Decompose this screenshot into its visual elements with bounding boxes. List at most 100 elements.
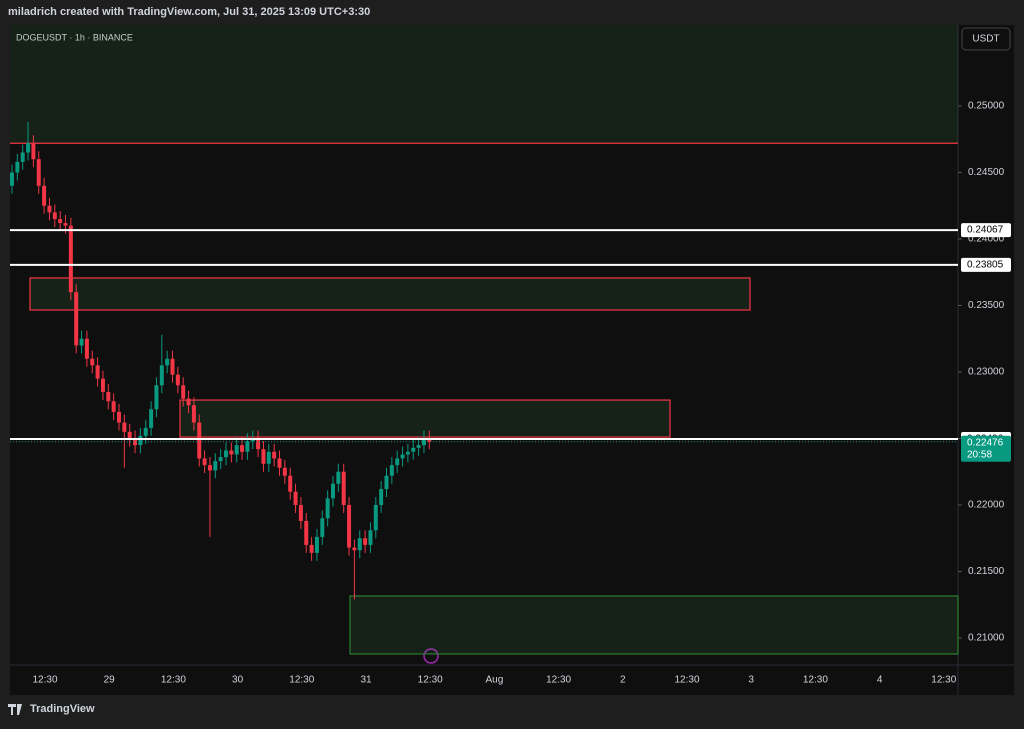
currency[interactable]: USDT [972,34,999,45]
candle-body [357,538,362,551]
candle-body [31,143,36,160]
candle-body [191,405,196,423]
candle-body [47,205,52,213]
candle-body [149,409,154,428]
x-tick-label: 12:30 [32,675,57,686]
candle-body [347,505,352,548]
candle-body [133,438,138,446]
x-tick-label: 12:30 [546,675,571,686]
candle-body [68,225,73,293]
candle-body [261,449,266,464]
candle-body [100,378,105,392]
time-axis [10,665,958,695]
candle-body [282,467,287,476]
candle-body [379,489,384,505]
candle-body [111,401,116,412]
x-tick-label: Aug [486,675,504,686]
x-tick-label: 31 [360,675,372,686]
candle-body [58,219,63,224]
x-tick-label: 12:30 [931,675,956,686]
x-tick-label: 12:30 [161,675,186,686]
candle-body [411,447,416,452]
candle-body [256,438,261,450]
candle-body [197,422,202,459]
candle-body [143,427,148,436]
y-tick-label: 0.24000 [968,234,1005,245]
brand: TradingView [30,703,95,715]
x-tick-label: 12:30 [289,675,314,686]
candle-body [298,505,303,521]
candle-body [159,365,164,386]
candle-body [331,483,335,499]
candle-body [368,530,373,545]
caption: miladrich created with TradingView.com, … [8,6,370,18]
candle-body [416,445,421,448]
candle-body [266,451,271,464]
candle-body [341,471,346,505]
candle-body [384,475,389,490]
candle-body [213,461,218,471]
candle-body [175,374,180,386]
last-price-tag [961,435,1011,462]
candle-body [138,435,143,446]
candle-body [427,438,432,442]
candle-body [245,441,250,452]
candle-body [309,544,314,553]
zone [10,25,958,144]
candle-body [320,518,325,537]
level-label: 0.23805 [967,260,1004,271]
candle-body [106,391,111,402]
candle-body [20,152,25,162]
candle-body [63,223,68,226]
x-tick-label: 12:30 [803,675,828,686]
currency-button[interactable] [961,27,1011,51]
plot-area [10,25,958,665]
level-tag [961,257,1011,272]
x-tick-label: 3 [748,675,754,686]
candle-body [389,465,394,476]
x-tick-label: 30 [232,675,244,686]
candle-body [207,465,212,471]
level-tag [961,223,1011,238]
candle-body [277,458,282,468]
candle-body [42,185,47,206]
zone [29,277,751,311]
y-tick-label: 0.23000 [968,367,1005,378]
countdown: 20:58 [967,449,992,460]
zone [349,595,959,655]
candle-body [10,172,14,186]
candle-body [304,520,309,545]
candle-body [421,438,426,446]
candle-body [36,159,41,186]
x-tick-label: 12:30 [418,675,443,686]
candle-body [95,365,100,379]
candle-body [363,538,368,545]
candle-body [325,498,330,519]
candle-body [170,358,175,375]
tv-logo [8,704,22,715]
candle-body [15,161,20,173]
candle-body [202,458,207,466]
last-price-label: 0.22476 [967,437,1004,448]
candle-body [117,411,121,423]
candle-body [52,212,57,220]
candle-body [84,338,89,359]
candle-body [352,547,357,551]
level-label: 0.24067 [967,225,1004,236]
zone [179,399,671,438]
candle-body [127,431,132,439]
price-axis [958,25,1014,695]
x-tick-label: 2 [620,675,626,686]
candle-body [288,475,293,492]
candle-body [165,358,170,366]
candle-body [400,454,405,459]
x-tick-label: 29 [104,675,116,686]
x-tick-label: 4 [877,675,883,686]
candle-body [229,450,234,455]
y-tick-label: 0.25000 [968,101,1005,112]
candle-body [181,385,186,399]
candle-body [373,505,378,531]
event-icon[interactable] [423,648,439,664]
